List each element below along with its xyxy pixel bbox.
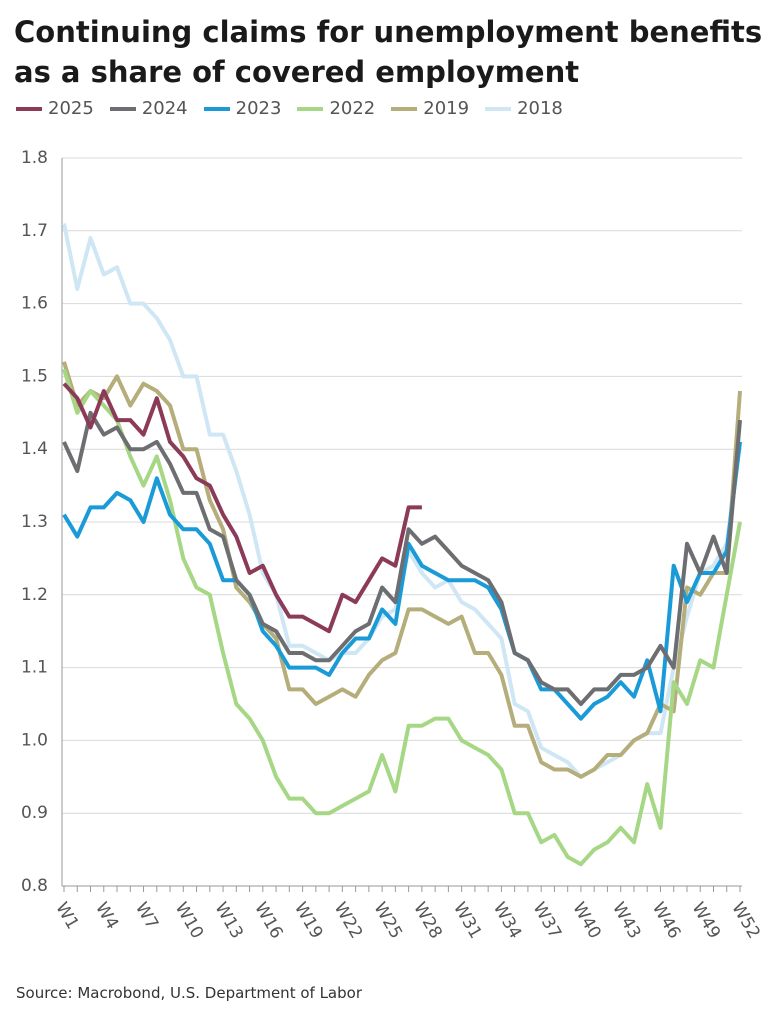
x-tick-label: W34 <box>489 899 526 942</box>
legend: 2025 2024 2023 2022 2019 2018 <box>16 98 563 119</box>
y-tick-label: 1.7 <box>21 221 48 241</box>
x-tick-label: W40 <box>568 899 605 942</box>
y-tick-label: 1.4 <box>21 439 48 459</box>
series-line <box>62 368 742 867</box>
x-tick-label: W52 <box>727 899 764 942</box>
x-tick-label: W7 <box>131 899 162 933</box>
legend-item: 2019 <box>391 98 469 119</box>
legend-swatch <box>391 106 418 111</box>
x-tick-label: W10 <box>171 899 208 942</box>
y-tick-label: 1.5 <box>21 366 48 386</box>
source-note: Source: Macrobond, U.S. Department of La… <box>16 984 362 1002</box>
legend-item: 2024 <box>109 98 188 119</box>
legend-swatch <box>203 106 230 111</box>
x-tick-label: W4 <box>91 899 122 933</box>
legend-label: 2025 <box>48 98 94 119</box>
y-tick-label: 1.0 <box>21 730 48 750</box>
y-tick-label: 1.6 <box>21 294 48 314</box>
legend-item: 2022 <box>297 98 375 119</box>
legend-label: 2022 <box>329 98 376 119</box>
x-tick-label: W46 <box>648 899 685 942</box>
x-tick-label: W37 <box>529 899 566 942</box>
y-tick-label: 1.1 <box>21 658 48 678</box>
legend-item: 2018 <box>485 98 563 119</box>
x-tick-label: W22 <box>330 899 367 942</box>
chart: 0.8 0.9 1.0 1.1 1.2 1.3 1.4 1.5 1.6 1.7 1.8 W1 W4 W7 W… <box>21 148 764 942</box>
y-tick-label: 1.3 <box>21 512 48 532</box>
x-tick-label: W43 <box>608 899 645 942</box>
x-tick-label: W16 <box>250 899 287 942</box>
legend-label: 2019 <box>423 98 470 119</box>
x-tick-label: W13 <box>210 899 247 942</box>
legend-label: 2024 <box>141 98 188 119</box>
series-line <box>62 410 742 706</box>
series-line <box>62 361 742 779</box>
x-tick-label: W28 <box>409 899 446 942</box>
y-tick-label: 0.9 <box>21 803 48 823</box>
legend-swatch <box>109 106 136 111</box>
y-tick-label: 1.8 <box>21 148 48 168</box>
x-tick-label: W1 <box>51 899 82 933</box>
legend-item: 2023 <box>203 98 282 119</box>
x-tick-label: W25 <box>369 899 406 942</box>
chart-title: Continuing claims for unemployment benef… <box>14 15 763 89</box>
x-tick-label: W49 <box>688 899 725 942</box>
y-tick-label: 1.2 <box>21 585 48 605</box>
x-tick-label: W31 <box>449 899 486 942</box>
series-line <box>62 441 742 721</box>
legend-item: 2025 <box>16 98 94 119</box>
legend-swatch <box>485 106 512 111</box>
x-tick-label: W19 <box>290 899 327 942</box>
series-line <box>62 382 422 634</box>
y-tick-label: 0.8 <box>21 876 48 896</box>
legend-swatch <box>297 106 324 111</box>
legend-label: 2018 <box>517 98 563 119</box>
legend-label: 2023 <box>235 98 282 119</box>
legend-swatch <box>16 106 42 111</box>
